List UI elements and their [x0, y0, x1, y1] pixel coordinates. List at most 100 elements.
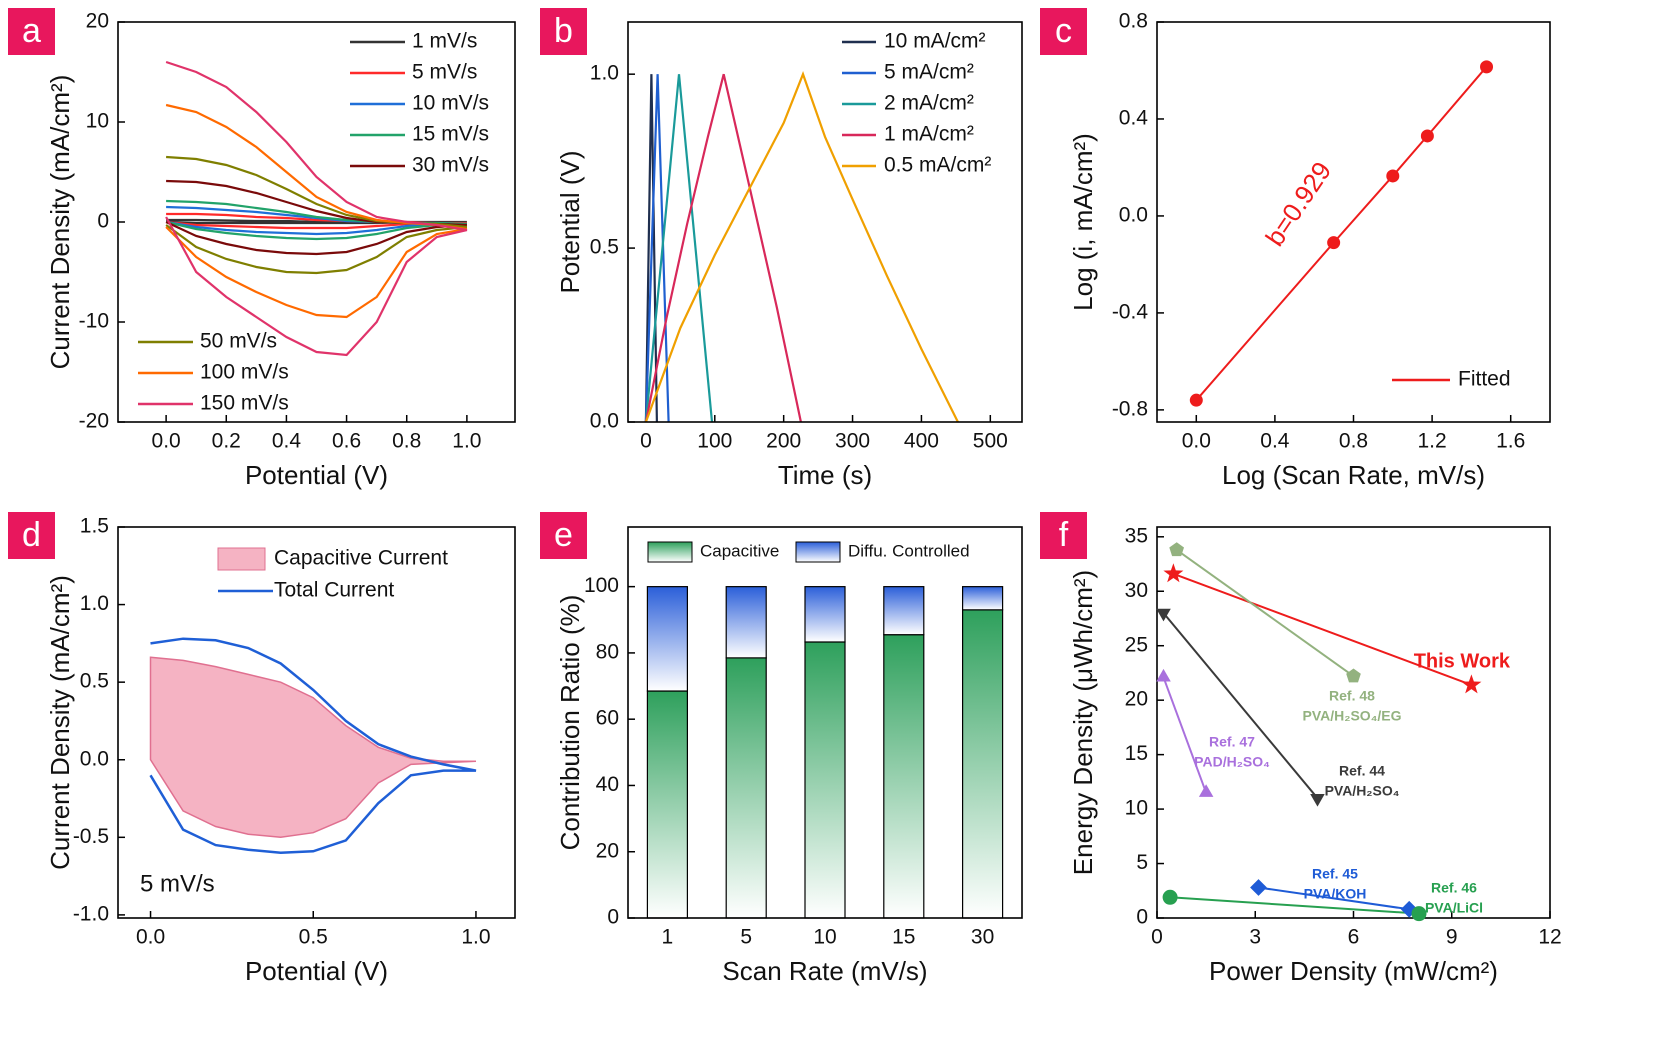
legend-label: 15 mV/s: [412, 123, 489, 146]
y-tick-label: 0: [607, 906, 619, 929]
point-label: Ref. 48: [1329, 688, 1375, 704]
bar-segment: [804, 641, 846, 919]
panel-letter: b: [554, 12, 573, 50]
line: [644, 74, 670, 423]
legend-label: 30 mV/s: [412, 154, 489, 177]
y-tick-label: 80: [596, 640, 619, 663]
x-tick-label: 1.0: [461, 926, 490, 949]
marker: [1400, 900, 1418, 918]
panel: d Potential (V) Current Density (mA/cm²) -1…: [8, 512, 516, 986]
legend-label: 10 mA/cm²: [884, 30, 986, 53]
legend-label: Fitted: [1458, 368, 1511, 391]
x-tick-label: 15: [892, 926, 915, 949]
y-tick-label: 0.5: [80, 670, 109, 693]
y-tick-label: -1.0: [73, 902, 109, 925]
y-axis-title: Potential (V): [555, 150, 585, 293]
line: [165, 212, 467, 230]
y-axis-title: Current Density (mA/cm²): [45, 75, 75, 370]
x-tick-label: 1.2: [1417, 430, 1446, 453]
x-tick-label: 200: [766, 430, 801, 453]
x-tick-label: 5: [740, 926, 752, 949]
panel-letter: f: [1059, 516, 1069, 554]
y-tick-label: 25: [1125, 633, 1148, 656]
line: [1195, 66, 1488, 401]
panel: a Potential (V) Current Density (mA/cm²) -2…: [8, 8, 516, 490]
line: [149, 637, 477, 855]
x-axis-title: Potential (V): [245, 460, 388, 490]
panel-badge: [1040, 8, 1087, 55]
y-tick-label: 20: [1125, 688, 1148, 711]
y-tick-label: -20: [79, 410, 109, 433]
point-note: PVA/H₂SO₄: [1325, 783, 1400, 799]
x-tick-label: 0.0: [136, 926, 165, 949]
x-tick-label: 9: [1446, 926, 1458, 949]
line: [1170, 896, 1420, 915]
plot-frame: [627, 21, 1023, 423]
y-tick-label: 0.0: [1119, 203, 1148, 226]
plot-frame: [1156, 21, 1551, 423]
y-tick-label: 1.0: [80, 592, 109, 615]
marker: [1461, 674, 1482, 694]
marker: [1156, 668, 1171, 682]
y-tick-label: 0: [1136, 906, 1148, 929]
panel-badge: [540, 512, 587, 559]
x-tick-label: 100: [697, 430, 732, 453]
line: [165, 155, 468, 275]
marker: [1250, 879, 1267, 896]
bar-segment: [725, 586, 767, 659]
legend-label: 2 mA/cm²: [884, 92, 974, 115]
x-tick-label: 0.2: [212, 430, 241, 453]
panel-letter: e: [554, 516, 573, 554]
y-tick-label: 30: [1125, 579, 1148, 602]
point-label: This Work: [1414, 650, 1511, 672]
legend-swatch: [217, 547, 266, 571]
line: [165, 179, 467, 256]
x-axis-title: Potential (V): [245, 956, 388, 986]
point-label: Ref. 46: [1431, 880, 1477, 896]
legend-label: 5 mV/s: [412, 61, 477, 84]
point-label: Ref. 45: [1312, 866, 1358, 882]
x-tick-label: 400: [904, 430, 939, 453]
x-tick-label: 0.8: [392, 430, 421, 453]
y-tick-label: 10: [86, 110, 109, 133]
marker: [1198, 784, 1214, 797]
x-tick-label: 3: [1249, 926, 1261, 949]
x-axis-title: Time (s): [778, 460, 872, 490]
marker: [1156, 608, 1171, 622]
marker: [1420, 129, 1434, 143]
legend-label: Capacitive: [700, 541, 779, 560]
legend-label: 150 mV/s: [200, 392, 289, 415]
point-note: PVA/H₂SO₄/EG: [1303, 708, 1402, 724]
panel-letter: c: [1055, 12, 1072, 50]
panel-letter: a: [22, 12, 41, 50]
y-tick-label: 1.0: [590, 62, 619, 85]
legend-label: Total Current: [274, 579, 394, 602]
x-axis-title: Log (Scan Rate, mV/s): [1222, 460, 1485, 490]
panel-badge: [8, 512, 55, 559]
line: [1258, 886, 1410, 911]
panel: e Scan Rate (mV/s) Contribution Ratio (%) 0…: [540, 512, 1023, 986]
bar-segment: [725, 657, 767, 919]
x-tick-label: 500: [973, 430, 1008, 453]
panel-badge: [540, 8, 587, 55]
panel: c Log (Scan Rate, mV/s) Log (i, mA/cm²) -0.…: [1040, 8, 1551, 490]
marker: [1327, 236, 1341, 250]
marker: [1163, 563, 1184, 583]
x-tick-label: 0: [1151, 926, 1163, 949]
x-tick-label: 0: [640, 430, 652, 453]
marker: [1386, 169, 1400, 183]
legend-label: 5 mA/cm²: [884, 61, 974, 84]
line: [1162, 612, 1319, 799]
y-axis-title: Log (i, mA/cm²): [1068, 133, 1098, 311]
x-tick-label: 0.4: [272, 430, 302, 453]
plot-frame: [1156, 526, 1551, 919]
x-tick-label: 1.0: [452, 430, 481, 453]
y-tick-label: 0.0: [590, 410, 619, 433]
x-axis-title: Scan Rate (mV/s): [722, 956, 927, 986]
line: [644, 74, 658, 423]
bar-segment: [646, 586, 689, 692]
legend-swatch: [795, 541, 841, 563]
y-tick-label: -0.5: [73, 825, 109, 848]
bar-segment: [646, 690, 689, 919]
marker: [1162, 889, 1178, 905]
